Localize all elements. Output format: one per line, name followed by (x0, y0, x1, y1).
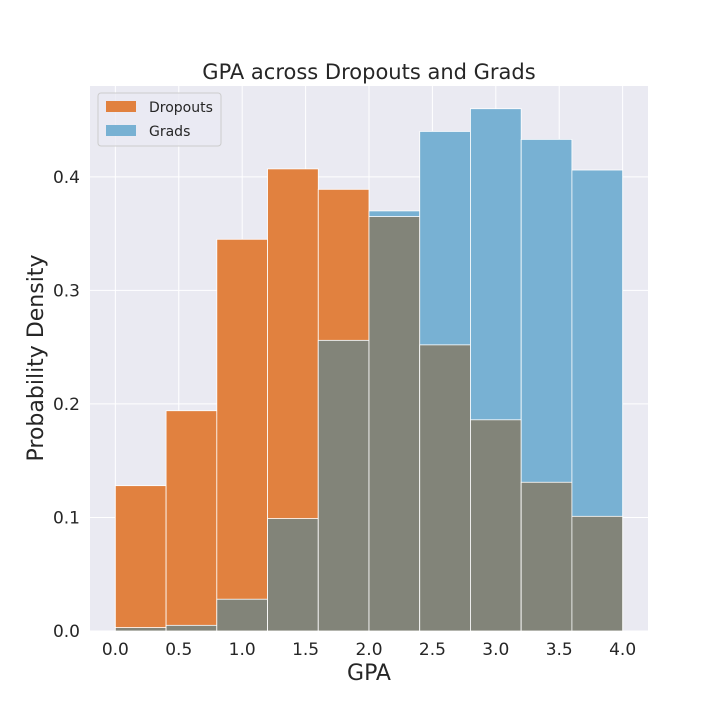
histogram-bars (114, 108, 624, 632)
y-tick-label: 0.2 (53, 395, 80, 415)
bar-overlap (419, 344, 471, 632)
x-tick-label: 0.5 (165, 640, 192, 660)
bar-dropouts (165, 410, 218, 632)
x-tick-label: 2.5 (419, 640, 446, 660)
legend: Dropouts Grads (97, 92, 222, 147)
y-tick-label: 0.0 (53, 622, 80, 642)
tick-labels: 0.0 0.5 1.0 1.5 2.0 2.5 3.0 3.5 4.0 0.0 0.1 0.2 0.3 0… (53, 168, 636, 660)
x-tick-label: 0.0 (102, 640, 129, 660)
bar-overlap (317, 339, 370, 632)
bar-overlap (165, 624, 218, 632)
bar-overlap (267, 518, 319, 632)
bar-dropouts (114, 485, 167, 632)
legend-swatch-dropouts (106, 101, 136, 112)
y-axis-title: Probability Density (24, 255, 49, 462)
bar-overlap (470, 419, 522, 632)
legend-label-grads: Grads (149, 124, 190, 140)
x-tick-label: 4.0 (609, 640, 636, 660)
x-tick-label: 3.5 (546, 640, 573, 660)
legend-swatch-grads (106, 125, 136, 136)
x-tick-label: 1.5 (292, 640, 319, 660)
x-tick-label: 3.0 (482, 640, 509, 660)
x-axis-title: GPA (347, 661, 391, 686)
bar-overlap (114, 627, 167, 632)
x-tick-label: 1.0 (229, 640, 256, 660)
x-tick-label: 2.0 (355, 640, 382, 660)
legend-label-dropouts: Dropouts (149, 100, 213, 116)
bar-dropouts (216, 238, 268, 632)
y-tick-label: 0.1 (53, 508, 80, 528)
y-tick-label: 0.4 (53, 168, 80, 188)
y-tick-label: 0.3 (53, 281, 80, 301)
bar-overlap (368, 216, 421, 632)
chart-title: GPA across Dropouts and Grads (202, 60, 535, 84)
bar-overlap (216, 598, 268, 632)
bar-overlap (520, 481, 573, 632)
bar-overlap (571, 515, 624, 632)
